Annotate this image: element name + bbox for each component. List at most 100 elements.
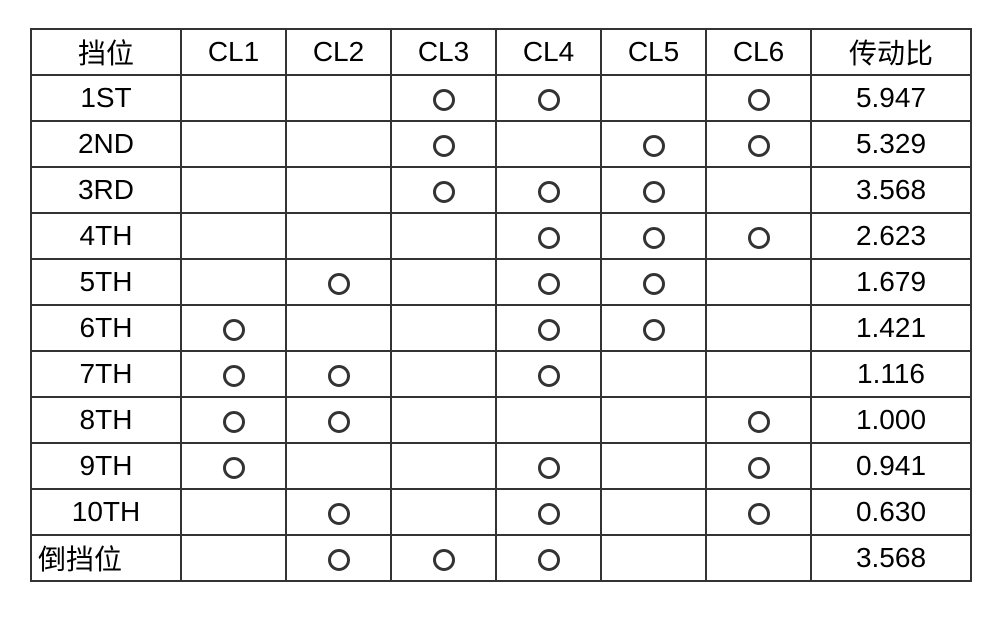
engaged-mark-icon <box>538 273 560 295</box>
header-cl6: CL6 <box>706 29 811 75</box>
engaged-mark-icon <box>433 89 455 111</box>
cl6-cell <box>706 489 811 535</box>
ratio-cell: 1.421 <box>811 305 971 351</box>
gear-cell: 9TH <box>31 443 181 489</box>
gear-cell: 倒挡位 <box>31 535 181 581</box>
cl4-cell <box>496 259 601 305</box>
header-ratio: 传动比 <box>811 29 971 75</box>
engaged-mark-icon <box>538 549 560 571</box>
engaged-mark-icon <box>643 227 665 249</box>
engaged-mark-icon <box>223 457 245 479</box>
engaged-mark-icon <box>328 411 350 433</box>
ratio-cell: 1.116 <box>811 351 971 397</box>
cl5-cell <box>601 351 706 397</box>
cl5-cell <box>601 121 706 167</box>
engaged-mark-icon <box>748 457 770 479</box>
cl4-cell <box>496 397 601 443</box>
table-row: 8TH 1.000 <box>31 397 971 443</box>
cl2-cell <box>286 535 391 581</box>
engaged-mark-icon <box>748 135 770 157</box>
ratio-cell: 1.000 <box>811 397 971 443</box>
cl3-cell <box>391 213 496 259</box>
table-row: 倒挡位 3.568 <box>31 535 971 581</box>
table-row: 4TH2.623 <box>31 213 971 259</box>
gear-cell: 8TH <box>31 397 181 443</box>
engaged-mark-icon <box>748 227 770 249</box>
cl1-cell <box>181 351 286 397</box>
table-row: 2ND5.329 <box>31 121 971 167</box>
cl5-cell <box>601 305 706 351</box>
gear-cell: 7TH <box>31 351 181 397</box>
cl4-cell <box>496 535 601 581</box>
engaged-mark-icon <box>328 503 350 525</box>
cl1-cell <box>181 443 286 489</box>
ratio-cell: 0.630 <box>811 489 971 535</box>
engaged-mark-icon <box>538 457 560 479</box>
gear-cell: 1ST <box>31 75 181 121</box>
cl5-cell <box>601 535 706 581</box>
table-row: 7TH 1.116 <box>31 351 971 397</box>
gear-cell: 10TH <box>31 489 181 535</box>
cl5-cell <box>601 75 706 121</box>
engaged-mark-icon <box>538 181 560 203</box>
cl4-cell <box>496 351 601 397</box>
cl2-cell <box>286 489 391 535</box>
cl2-cell <box>286 75 391 121</box>
engaged-mark-icon <box>433 549 455 571</box>
cl3-cell <box>391 305 496 351</box>
cl1-cell <box>181 305 286 351</box>
cl3-cell <box>391 443 496 489</box>
cl3-cell <box>391 75 496 121</box>
engaged-mark-icon <box>538 319 560 341</box>
header-gear: 挡位 <box>31 29 181 75</box>
engaged-mark-icon <box>328 549 350 571</box>
table-row: 9TH 0.941 <box>31 443 971 489</box>
ratio-cell: 2.623 <box>811 213 971 259</box>
cl3-cell <box>391 259 496 305</box>
cl6-cell <box>706 397 811 443</box>
header-cl3: CL3 <box>391 29 496 75</box>
engaged-mark-icon <box>538 227 560 249</box>
cl1-cell <box>181 489 286 535</box>
header-cl5: CL5 <box>601 29 706 75</box>
cl4-cell <box>496 489 601 535</box>
ratio-cell: 0.941 <box>811 443 971 489</box>
cl1-cell <box>181 75 286 121</box>
ratio-cell: 3.568 <box>811 535 971 581</box>
engaged-mark-icon <box>328 365 350 387</box>
cl2-cell <box>286 121 391 167</box>
cl6-cell <box>706 121 811 167</box>
cl4-cell <box>496 121 601 167</box>
table-row: 10TH 0.630 <box>31 489 971 535</box>
cl3-cell <box>391 535 496 581</box>
cl6-cell <box>706 351 811 397</box>
cl6-cell <box>706 167 811 213</box>
cl4-cell <box>496 443 601 489</box>
cl3-cell <box>391 351 496 397</box>
engaged-mark-icon <box>643 273 665 295</box>
ratio-cell: 5.329 <box>811 121 971 167</box>
table-row: 3RD 3.568 <box>31 167 971 213</box>
gear-cell: 3RD <box>31 167 181 213</box>
engaged-mark-icon <box>328 273 350 295</box>
cl2-cell <box>286 397 391 443</box>
table-row: 5TH1.679 <box>31 259 971 305</box>
cl4-cell <box>496 75 601 121</box>
table-body: 1ST5.9472ND5.3293RD3.5684TH2.6235TH1.679… <box>31 75 971 581</box>
cl5-cell <box>601 489 706 535</box>
engaged-mark-icon <box>643 181 665 203</box>
cl5-cell <box>601 443 706 489</box>
cl1-cell <box>181 167 286 213</box>
engaged-mark-icon <box>538 503 560 525</box>
cl5-cell <box>601 213 706 259</box>
engaged-mark-icon <box>748 89 770 111</box>
engaged-mark-icon <box>433 135 455 157</box>
engaged-mark-icon <box>433 181 455 203</box>
cl2-cell <box>286 351 391 397</box>
cl6-cell <box>706 305 811 351</box>
table-row: 1ST5.947 <box>31 75 971 121</box>
ratio-cell: 3.568 <box>811 167 971 213</box>
cl6-cell <box>706 535 811 581</box>
gear-cell: 6TH <box>31 305 181 351</box>
cl6-cell <box>706 213 811 259</box>
